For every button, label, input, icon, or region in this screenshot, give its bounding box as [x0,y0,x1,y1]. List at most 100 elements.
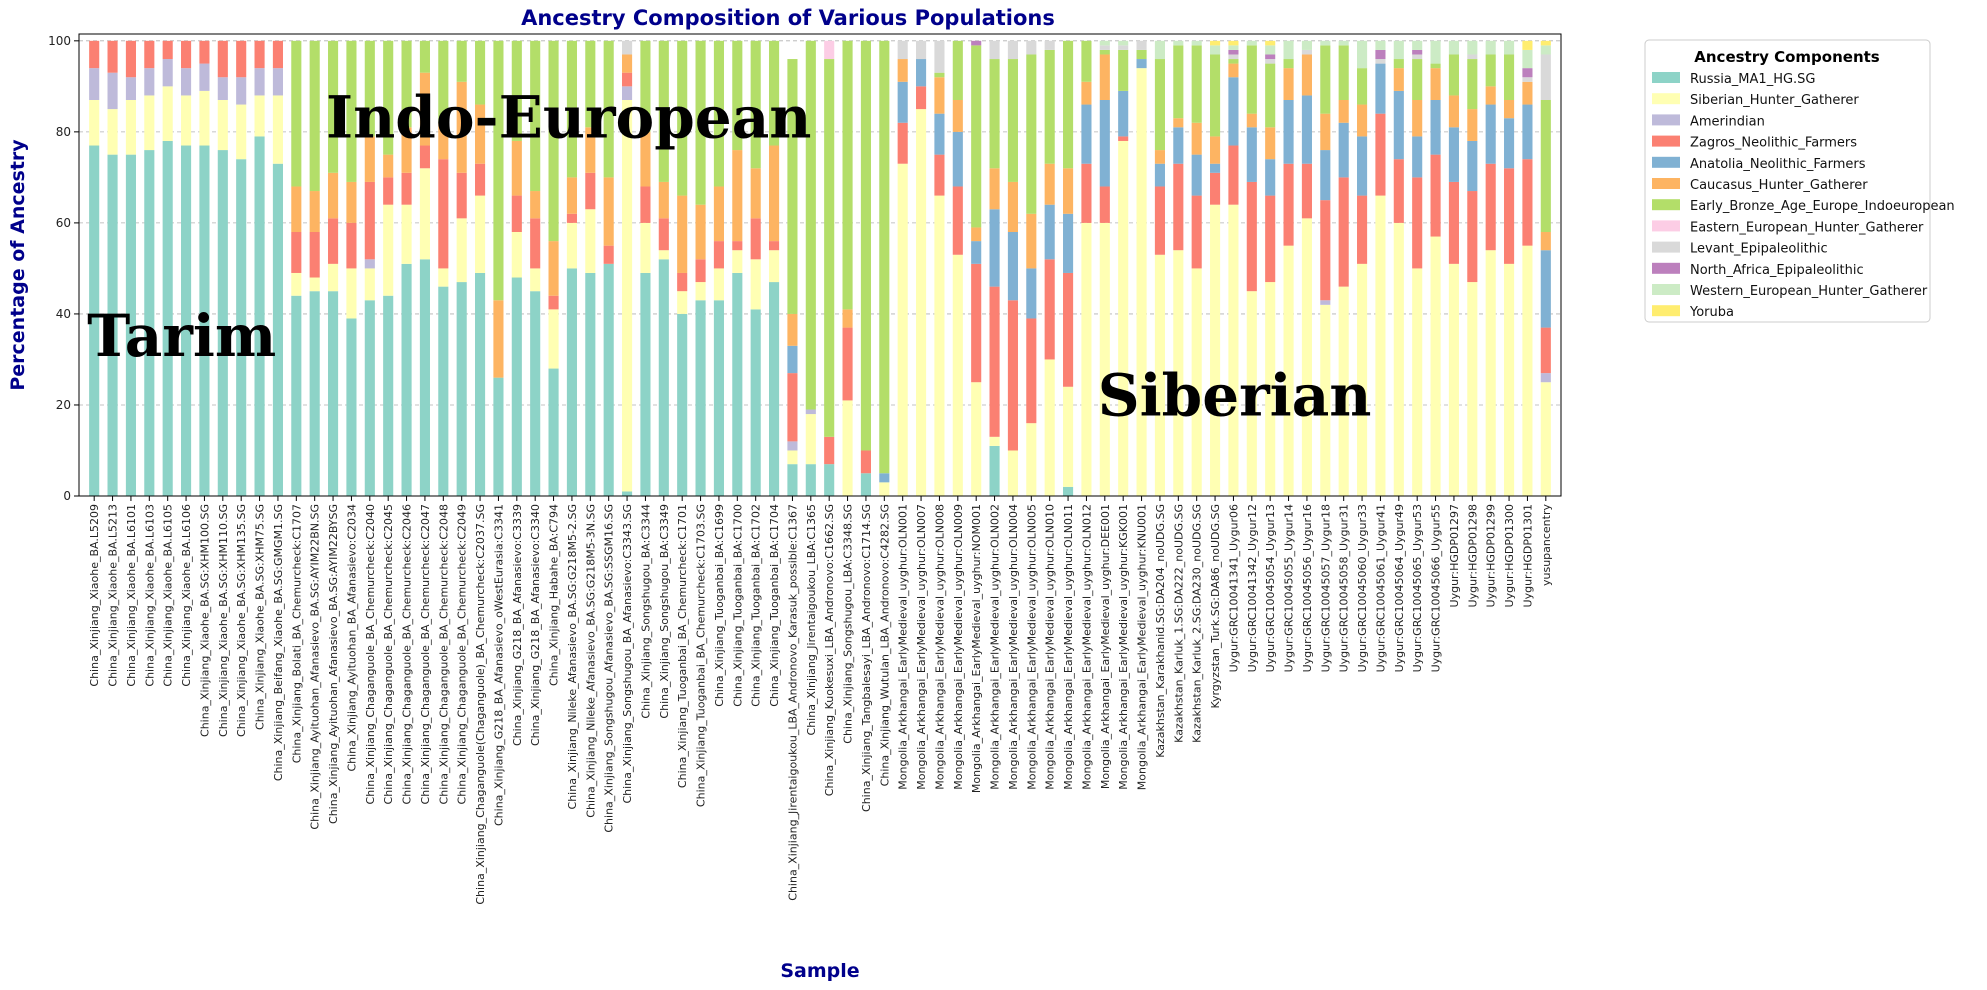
legend-swatch [1652,72,1680,83]
x-tick-label: Mongolia_Arkhangai_EarlyMedieval_uyghur:… [1044,504,1057,790]
bar-segment [438,40,449,123]
bar-segment [1228,145,1239,205]
bar-segment [364,181,375,260]
bar-segment [603,40,614,178]
legend-swatch [1652,284,1680,295]
bar-stack [622,40,633,496]
bar-segment [1063,168,1074,214]
bar-segment [1044,163,1055,205]
x-tick-label: China_Xinjiang_Xiaohe_BA.SG:XHM75.SG [254,504,267,730]
bar-segment [622,100,633,492]
bar-segment [952,100,963,132]
bar-segment [1504,168,1515,264]
bar-segment [1485,250,1496,496]
bar-segment [1320,200,1331,301]
x-tick-label: yusupancentry [1540,504,1553,587]
bar-segment [1063,40,1074,169]
bar-segment [217,150,228,496]
bar-segment [695,300,706,496]
bar-segment [1118,136,1129,141]
bar-segment [787,441,798,451]
bar-segment [1430,68,1441,100]
bar-segment [1375,63,1386,114]
bar-segment [456,172,467,219]
bar-segment [1301,49,1312,55]
bar-segment [585,40,596,128]
bar-segment [1467,59,1478,110]
bar-segment [640,131,651,187]
bar-stack [1467,40,1478,496]
bar-stack [364,40,375,496]
bar-segment [603,245,614,264]
bar-segment [989,209,1000,287]
bar-segment [952,40,963,100]
legend-swatch [1652,156,1680,168]
x-tick-label: China_Xinjiang_Bolati_BA_Chemurcheck:C17… [290,504,303,763]
bar-segment [658,40,669,182]
bar-segment [181,95,192,146]
bar-segment [511,140,522,196]
legend-swatch [1652,305,1680,317]
legend-label: Amerindian [1690,114,1765,129]
bar-segment [162,86,173,141]
bar-segment [1173,127,1184,164]
bar-stack [1375,40,1386,496]
x-tick-label: Mongolia_Arkhangai_EarlyMedieval_uyghur:… [1007,504,1020,790]
bar-stack [787,59,798,496]
bar-segment [824,436,835,465]
bar-segment [217,40,228,78]
bar-segment [1099,222,1110,496]
bar-segment [1448,127,1459,182]
bar-segment [1338,40,1349,46]
bar-segment [695,40,706,205]
bar-segment [916,40,927,60]
bar-segment [658,218,669,251]
bar-segment [1228,204,1239,497]
bar-segment [860,473,871,496]
bar-segment [1228,59,1239,64]
bar-segment [89,145,100,496]
bar-segment [897,81,908,123]
bar-stack [1044,40,1055,496]
bar-stack [383,40,394,496]
bar-stack [805,40,816,496]
bar-segment [1063,213,1074,273]
bar-segment [1301,218,1312,496]
bar-stack [1136,40,1147,496]
x-tick-label: Mongolia_Arkhangai_EarlyMedieval_uyghur:… [1117,504,1130,790]
bar-segment [1320,40,1331,46]
bar-segment [493,300,504,378]
bar-segment [1044,359,1055,496]
plot-frame [78,33,1562,497]
bar-stack [842,40,853,496]
x-tick-label: China_Xinjiang_Songshugou_LBA:C3348.SG [842,504,855,744]
x-tick-label: China_Xinjiang_Beifang_Xiaohe_BA.SG:GMGM… [272,504,285,781]
y-tick-label: 40 [56,307,71,321]
bar-segment [732,250,743,273]
bar-segment [236,104,247,160]
bar-segment [1246,113,1257,128]
bar-segment [769,40,780,146]
x-tick-label: China_Xinjiang_Habahe_BA:C794 [548,504,561,686]
bar-segment [824,464,835,496]
bar-segment [1081,40,1092,82]
bar-segment [1283,59,1294,69]
x-tick-label: Uygur:HGDP01300 [1503,504,1516,607]
bar-segment [1412,54,1423,60]
x-tick-label: China_Xinjiang_Tuoganbai_BA_Chemurcheck:… [695,504,708,807]
bar-segment [566,222,577,269]
bar-stack [511,40,522,496]
bar-segment [272,68,283,96]
bar-segment [346,318,357,496]
bar-segment [1081,222,1092,496]
bar-segment [125,77,136,100]
bar-segment [162,59,173,87]
bar-segment [1228,54,1239,60]
bar-segment [1044,259,1055,360]
bar-stack [1099,40,1110,496]
bar-segment [1007,450,1018,496]
bar-stack [1283,40,1294,496]
chart-title: Ancestry Composition of Various Populati… [521,6,1055,30]
bar-segment [695,204,706,260]
